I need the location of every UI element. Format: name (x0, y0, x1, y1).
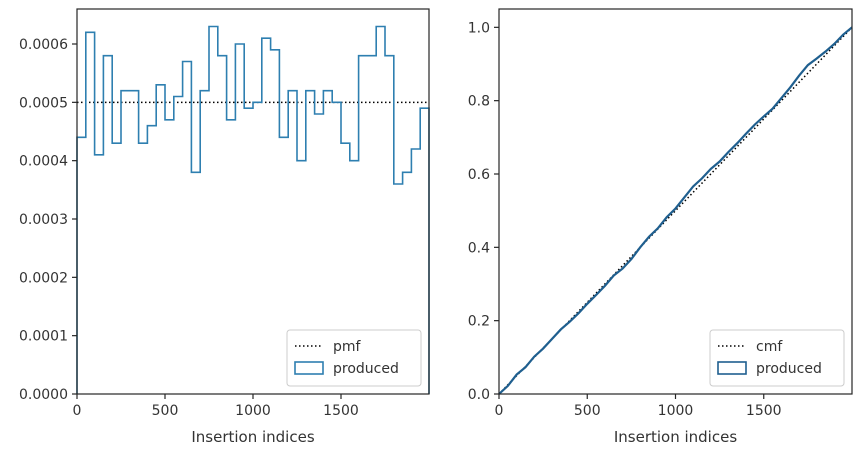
x-tick-label: 1500 (746, 403, 782, 419)
y-tick-label: 0.6 (468, 167, 490, 183)
x-axis-label: Insertion indices (614, 428, 737, 446)
legend-swatch-produced (717, 361, 747, 375)
legend-swatch-produced (294, 361, 324, 375)
y-tick-label: 0.0 (468, 387, 490, 403)
x-tick-label: 500 (574, 403, 601, 419)
legend-box (286, 329, 422, 387)
x-tick-label: 0 (73, 403, 82, 419)
y-tick-label: 0.8 (468, 94, 490, 110)
series-produced-step (76, 25, 430, 394)
legend-label-pmf: pmf (333, 339, 362, 355)
y-tick-label: 0.0003 (19, 212, 68, 228)
y-tick-label: 0.4 (468, 240, 490, 256)
y-tick-label: 0.0000 (19, 387, 68, 403)
series-produced-line (498, 26, 853, 395)
legend-label-produced: produced (333, 361, 399, 377)
y-tick-label: 0.0004 (19, 154, 68, 170)
legend-box (709, 329, 845, 387)
right-chart-cmf: 0 500 1000 1500 0.0 0.2 0.4 0.6 0.8 1.0 Insertion … (468, 8, 853, 446)
y-tick-label: 0.0005 (19, 95, 68, 111)
x-tick-label: 1500 (323, 403, 359, 419)
y-tick-label: 1.0 (468, 20, 490, 36)
x-tick-label: 0 (495, 403, 504, 419)
y-tick-label: 0.0002 (19, 270, 68, 286)
x-axis-label: Insertion indices (191, 428, 314, 446)
x-tick-label: 1000 (235, 403, 271, 419)
left-chart-pmf: 0 500 1000 1500 0.0000 0.0001 0.0002 0.0003 0.00… (19, 8, 430, 446)
y-tick-label: 0.0006 (19, 37, 68, 53)
x-tick-label: 1000 (658, 403, 694, 419)
y-tick-label: 0.2 (468, 314, 490, 330)
legend-label-cmf: cmf (756, 339, 783, 355)
y-tick-label: 0.0001 (19, 329, 68, 345)
x-tick-label: 500 (152, 403, 179, 419)
legend-label-produced: produced (756, 361, 822, 377)
